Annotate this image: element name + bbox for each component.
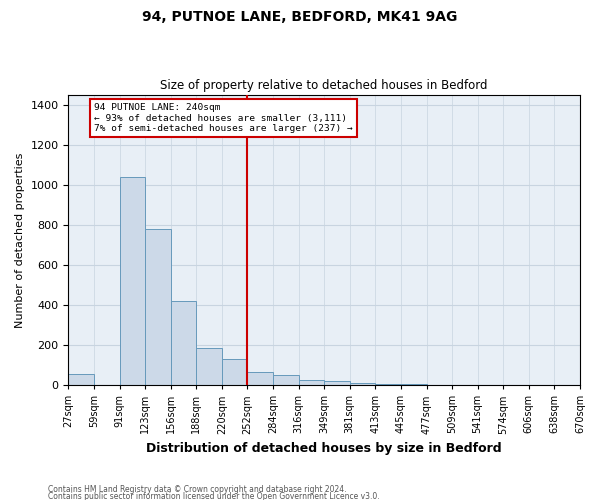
Bar bbox=[119, 176, 145, 385]
Y-axis label: Number of detached properties: Number of detached properties bbox=[15, 152, 25, 328]
Bar bbox=[196, 348, 222, 385]
Bar bbox=[401, 384, 427, 385]
Bar bbox=[145, 229, 171, 385]
Bar bbox=[171, 301, 196, 385]
Bar bbox=[350, 382, 376, 385]
Bar bbox=[324, 381, 350, 385]
Bar bbox=[68, 374, 94, 385]
Bar bbox=[273, 375, 299, 385]
Bar bbox=[222, 359, 247, 385]
Text: Contains HM Land Registry data © Crown copyright and database right 2024.: Contains HM Land Registry data © Crown c… bbox=[48, 486, 347, 494]
Title: Size of property relative to detached houses in Bedford: Size of property relative to detached ho… bbox=[160, 79, 488, 92]
Text: 94 PUTNOE LANE: 240sqm
← 93% of detached houses are smaller (3,111)
7% of semi-d: 94 PUTNOE LANE: 240sqm ← 93% of detached… bbox=[94, 104, 353, 133]
Text: Contains public sector information licensed under the Open Government Licence v3: Contains public sector information licen… bbox=[48, 492, 380, 500]
Text: 94, PUTNOE LANE, BEDFORD, MK41 9AG: 94, PUTNOE LANE, BEDFORD, MK41 9AG bbox=[142, 10, 458, 24]
Bar bbox=[299, 380, 324, 385]
X-axis label: Distribution of detached houses by size in Bedford: Distribution of detached houses by size … bbox=[146, 442, 502, 455]
Bar bbox=[376, 384, 401, 385]
Bar bbox=[247, 372, 273, 385]
